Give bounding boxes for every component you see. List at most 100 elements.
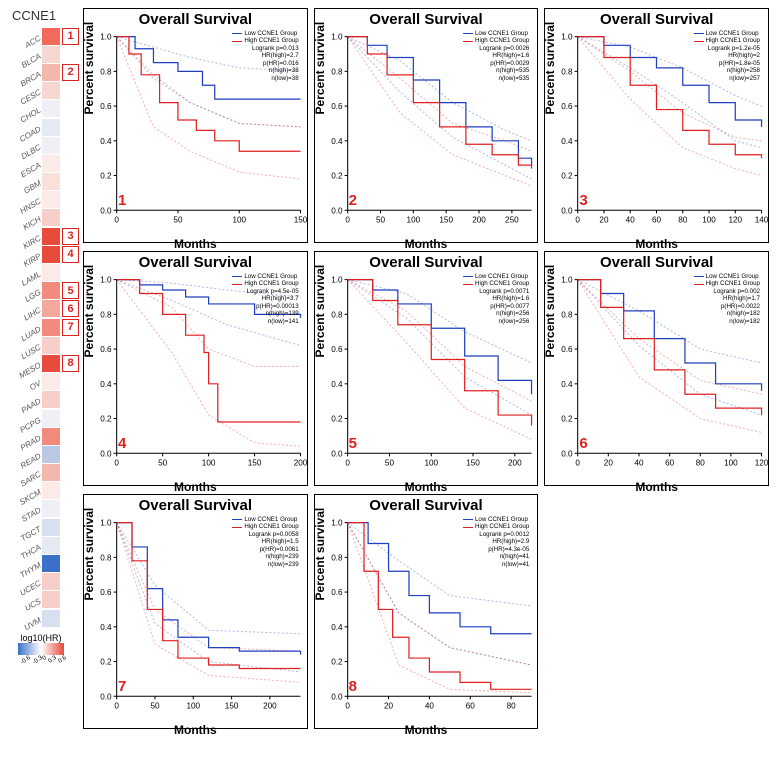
svg-text:60: 60 — [465, 702, 475, 711]
colorbar-title: log10(HR) — [18, 633, 64, 643]
svg-text:0.4: 0.4 — [331, 623, 343, 632]
svg-text:20: 20 — [384, 702, 394, 711]
svg-text:0.0: 0.0 — [331, 692, 343, 701]
svg-text:100: 100 — [703, 216, 717, 225]
svg-text:0.2: 0.2 — [331, 415, 343, 424]
chart-legend: Low CCNE1 Group High CCNE1 Group Logrank… — [463, 30, 529, 82]
panel-number: 7 — [118, 678, 126, 695]
heatmap-cell — [42, 282, 60, 299]
charts-grid: Overall Survival Percent survival Low CC… — [83, 8, 769, 729]
colorbar-ticks: -0.6-0.300.30.6 — [18, 655, 64, 661]
heatmap-cells: ACC 1BLCA BRCA 2CESC CHOL COAD DLBC ESCA… — [8, 27, 83, 627]
heatmap-marker: 8 — [62, 355, 79, 372]
panel-number: 8 — [349, 678, 357, 695]
svg-text:20: 20 — [604, 459, 614, 468]
panel-number: 4 — [118, 435, 126, 452]
svg-text:100: 100 — [202, 459, 216, 468]
svg-text:1.0: 1.0 — [331, 33, 343, 42]
y-axis-label: Percent survival — [313, 264, 327, 357]
chart-legend: Low CCNE1 Group High CCNE1 Group Logrank… — [232, 273, 298, 325]
svg-text:0.4: 0.4 — [331, 380, 343, 389]
colorbar-gradient — [18, 643, 64, 655]
heatmap-cell — [42, 82, 60, 99]
svg-text:0.0: 0.0 — [331, 206, 343, 215]
heatmap-cell — [42, 555, 60, 572]
heatmap-marker: 4 — [62, 246, 79, 263]
heatmap-cell — [42, 46, 60, 63]
svg-text:200: 200 — [508, 459, 522, 468]
survival-chart: Overall Survival Percent survival Low CC… — [544, 8, 769, 243]
x-axis-label: Months — [315, 723, 538, 739]
svg-text:40: 40 — [626, 216, 636, 225]
svg-text:0.0: 0.0 — [100, 206, 112, 215]
heatmap-cell — [42, 482, 60, 499]
heatmap-cell — [42, 428, 60, 445]
heatmap-cell — [42, 410, 60, 427]
heatmap-cell — [42, 191, 60, 208]
heatmap-cell — [42, 28, 60, 45]
svg-text:0.2: 0.2 — [331, 172, 343, 181]
y-axis-label: Percent survival — [82, 507, 96, 600]
heatmap-cell — [42, 228, 60, 245]
svg-text:0.8: 0.8 — [100, 67, 112, 76]
figure-container: CCNE1 ACC 1BLCA BRCA 2CESC CHOL COAD DLB… — [8, 8, 769, 729]
heatmap-cell — [42, 446, 60, 463]
svg-text:50: 50 — [376, 216, 386, 225]
y-axis-label: Percent survival — [543, 264, 557, 357]
svg-text:0.8: 0.8 — [100, 553, 112, 562]
y-axis-label: Percent survival — [313, 507, 327, 600]
svg-text:0.6: 0.6 — [100, 588, 112, 597]
heatmap-marker: 2 — [62, 64, 79, 81]
svg-text:250: 250 — [505, 216, 519, 225]
svg-text:0.6: 0.6 — [100, 345, 112, 354]
svg-text:0.2: 0.2 — [562, 172, 574, 181]
svg-text:0.4: 0.4 — [562, 380, 574, 389]
heatmap-cell — [42, 64, 60, 81]
svg-text:0.0: 0.0 — [100, 449, 112, 458]
svg-text:200: 200 — [472, 216, 486, 225]
panel-number: 5 — [349, 435, 357, 452]
svg-text:50: 50 — [385, 459, 395, 468]
svg-text:50: 50 — [150, 702, 160, 711]
heatmap-cell — [42, 300, 60, 317]
svg-text:0.8: 0.8 — [562, 67, 574, 76]
svg-text:0.6: 0.6 — [331, 102, 343, 111]
heatmap-marker: 5 — [62, 282, 79, 299]
heatmap-marker: 7 — [62, 319, 79, 336]
svg-text:0.4: 0.4 — [331, 137, 343, 146]
heatmap-cell — [42, 155, 60, 172]
svg-text:0.0: 0.0 — [331, 449, 343, 458]
svg-text:0.8: 0.8 — [562, 310, 574, 319]
heatmap-marker: 6 — [62, 300, 79, 317]
svg-text:1.0: 1.0 — [100, 276, 112, 285]
svg-text:0: 0 — [576, 216, 581, 225]
svg-text:80: 80 — [696, 459, 706, 468]
svg-text:150: 150 — [466, 459, 480, 468]
survival-chart: Overall Survival Percent survival Low CC… — [83, 251, 308, 486]
heatmap-cell — [42, 519, 60, 536]
svg-text:0.2: 0.2 — [562, 415, 574, 424]
svg-text:0.4: 0.4 — [100, 137, 112, 146]
survival-chart: Overall Survival Percent survival Low CC… — [544, 251, 769, 486]
chart-legend: Low CCNE1 Group High CCNE1 Group Logrank… — [463, 273, 529, 325]
survival-chart: Overall Survival Percent survival Low CC… — [83, 8, 308, 243]
heatmap-cell — [42, 573, 60, 590]
svg-text:1.0: 1.0 — [331, 276, 343, 285]
heatmap-cell — [42, 591, 60, 608]
survival-chart: Overall Survival Percent survival Low CC… — [314, 494, 539, 729]
heatmap-cell — [42, 337, 60, 354]
svg-text:150: 150 — [439, 216, 453, 225]
svg-text:80: 80 — [679, 216, 689, 225]
svg-text:0.8: 0.8 — [100, 310, 112, 319]
chart-legend: Low CCNE1 Group High CCNE1 Group Logrank… — [232, 516, 298, 568]
chart-title: Overall Survival — [315, 252, 538, 271]
svg-text:1.0: 1.0 — [100, 519, 112, 528]
chart-title: Overall Survival — [84, 495, 307, 514]
heatmap-cell — [42, 464, 60, 481]
svg-text:200: 200 — [263, 702, 277, 711]
heatmap-cell — [42, 119, 60, 136]
panel-number: 2 — [349, 192, 357, 209]
svg-text:0: 0 — [345, 702, 350, 711]
svg-text:20: 20 — [600, 216, 610, 225]
heatmap-cell — [42, 173, 60, 190]
